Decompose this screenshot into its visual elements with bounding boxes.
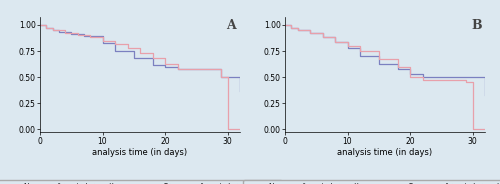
Text: B: B	[471, 19, 482, 32]
Legend: Absence of respiratory pathogens, Presence of respiratory pathogens: Absence of respiratory pathogens, Presen…	[244, 180, 500, 184]
Text: A: A	[226, 19, 236, 32]
Legend: Absence of respiratory pathogens, Presence of respiratory pathogens: Absence of respiratory pathogens, Presen…	[0, 180, 282, 184]
X-axis label: analysis time (in days): analysis time (in days)	[92, 148, 188, 158]
X-axis label: analysis time (in days): analysis time (in days)	[338, 148, 432, 158]
